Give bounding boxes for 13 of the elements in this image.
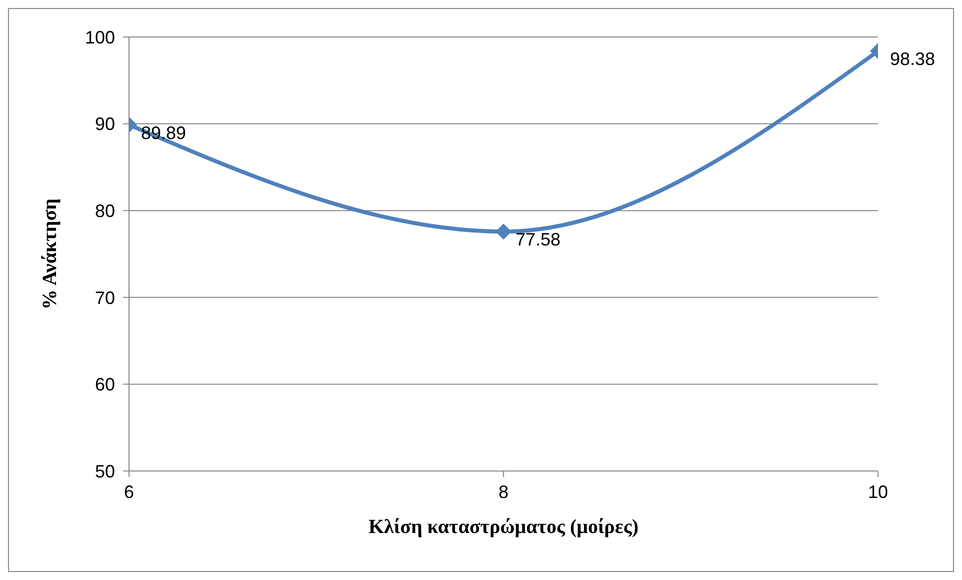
y-tick-label: 80 [94, 200, 115, 221]
data-label: 98.38 [890, 49, 936, 70]
x-tick-label: 6 [124, 482, 134, 502]
y-tick-label: 70 [94, 288, 115, 308]
y-tick-label: 60 [94, 374, 115, 395]
y-tick-label: 100 [84, 27, 115, 48]
y-tick-label: 50 [94, 461, 115, 482]
data-label: 77.58 [516, 230, 561, 250]
y-axis-title: % Ανάκτηση [39, 198, 62, 310]
y-tick-label: 90 [94, 114, 115, 134]
x-tick-label: 10 [868, 482, 888, 502]
x-axis-title: Κλίση καταστρώματος (μοίρες) [368, 516, 639, 538]
x-tick-label: 8 [498, 482, 509, 502]
